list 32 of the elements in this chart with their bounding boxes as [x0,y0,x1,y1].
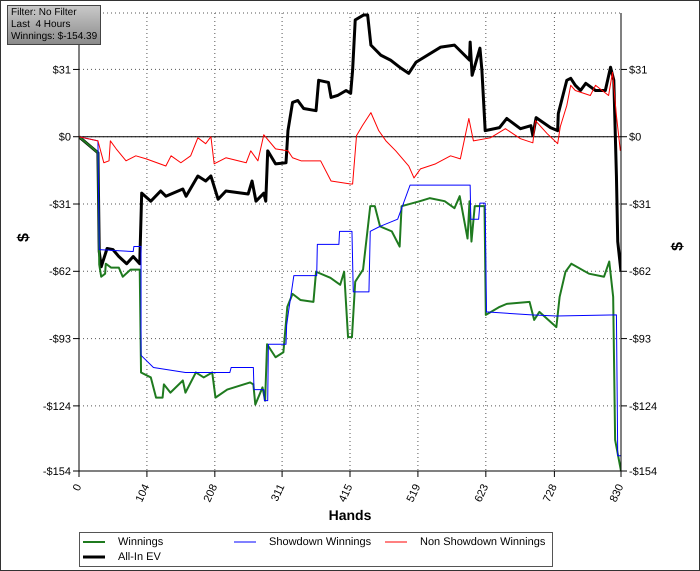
y2-tick-label: $0 [629,132,642,144]
x-tick-label: 623 [472,482,492,504]
legend-label: All-In EV [118,551,161,563]
legend-label: Showdown Winnings [269,536,372,548]
x-tick-label: 0 [70,482,84,494]
x-tick-label: 208 [202,482,220,504]
legend-label: Winnings [118,536,164,548]
y2-tick-label: -$124 [629,400,658,413]
y2-tick-label: -$93 [629,333,652,346]
y-tick-label: -$154 [42,466,71,478]
y-tick-label: -$93 [48,333,71,346]
filter-info-box: Filter: No Filter Last 4 Hours Winnings: $-154.39 [7,5,102,45]
y-tick-label: $31 [52,64,71,76]
y2-axis-title: $ [670,242,687,251]
x-tick-label: 830 [608,482,626,504]
y2-tick-label: -$62 [629,266,652,278]
y-tick-label: $0 [58,132,71,144]
annotation: Winnings: $-154.39 [11,31,98,43]
x-tick-label: 415 [336,482,356,504]
y-tick-label: -$124 [42,400,71,413]
x-tick-label: 104 [134,482,152,504]
x-axis-title: Hands [328,507,372,523]
x-tick-label: 311 [269,482,288,504]
legend-label: Non Showdown Winnings [420,536,546,548]
y-axis-title: $ [16,233,33,242]
y-tick-label: -$62 [48,266,71,278]
y2-tick-label: -$154 [629,466,658,478]
x-tick-label: 728 [541,482,560,504]
y2-tick-label: -$31 [629,198,652,211]
x-tick-label: 519 [404,482,424,504]
y-tick-label: -$31 [48,198,71,211]
y2-tick-label: $31 [629,64,648,76]
